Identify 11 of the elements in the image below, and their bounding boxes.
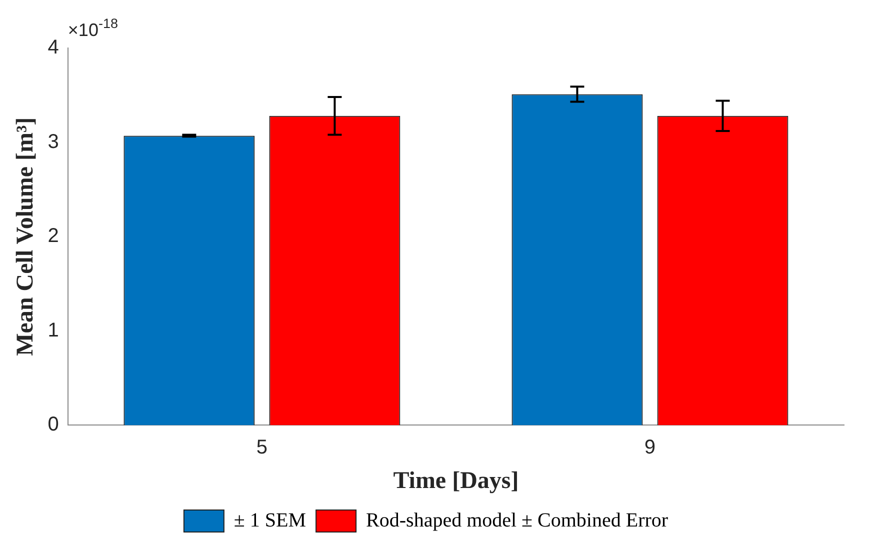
y-axis-title: Mean Cell Volume [m³] <box>12 117 39 356</box>
x-tick-label: 5 <box>256 436 268 459</box>
y-tick-label: 3 <box>48 130 59 153</box>
legend-label: Rod-shaped model ± Combined Error <box>366 509 668 532</box>
y-tick-label: 2 <box>48 225 59 248</box>
legend-label: ± 1 SEM <box>234 509 306 532</box>
y-tick-label: 4 <box>48 36 59 59</box>
y-tick-label: 1 <box>48 319 59 342</box>
y-tick-label: 0 <box>48 414 59 436</box>
x-axis-title: Time [Days] <box>393 468 519 494</box>
x-tick-label: 9 <box>644 436 656 459</box>
